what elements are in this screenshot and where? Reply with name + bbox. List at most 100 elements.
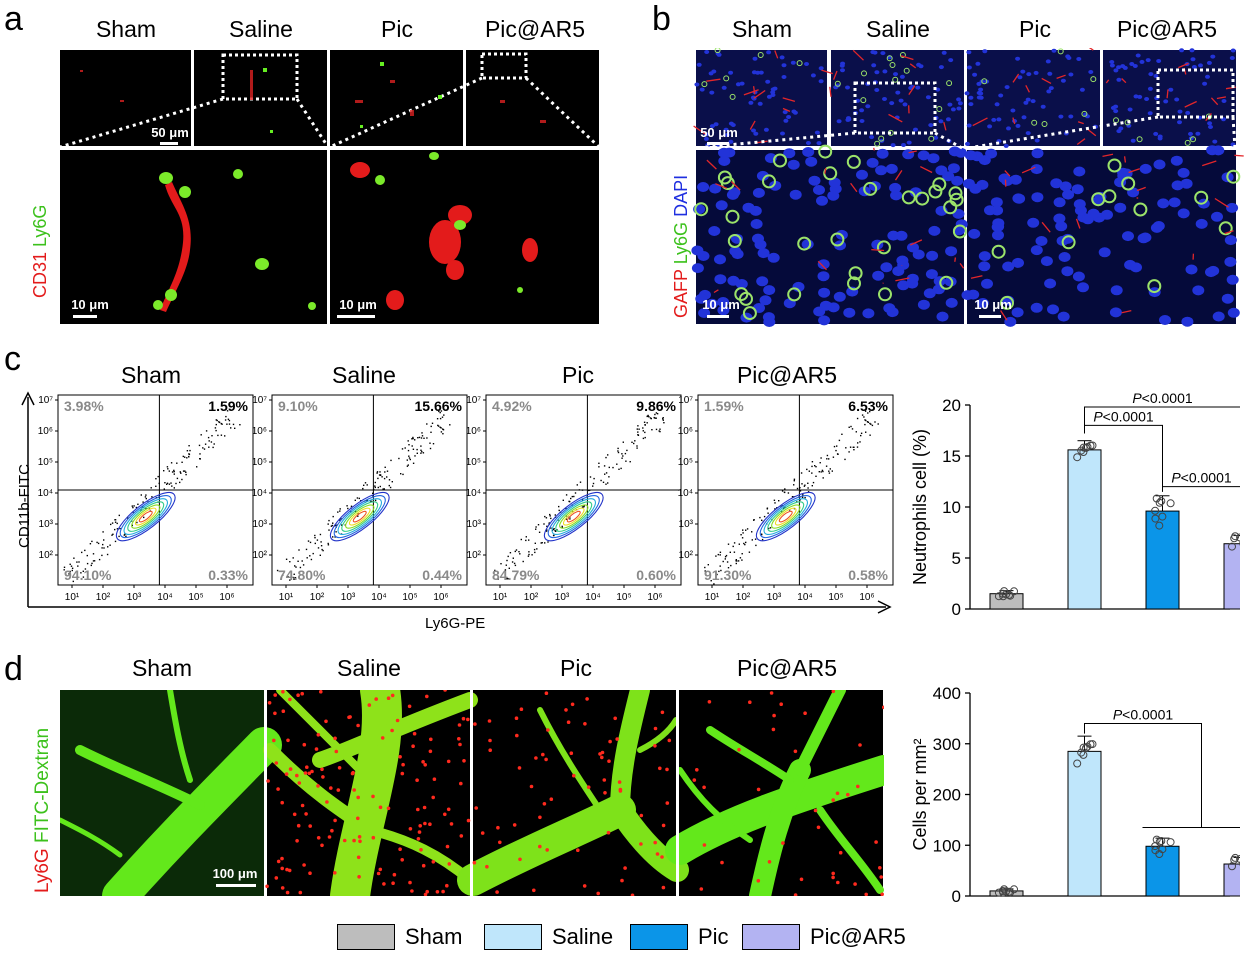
event-dot [820,457,822,459]
event-dot [186,457,188,459]
ly6g-dot [400,858,405,862]
ly6g-dot [390,693,395,698]
dapi-nucleus [1139,59,1145,64]
dapi-nucleus [1226,202,1239,213]
event-dot [327,542,329,545]
ly6g-dot [333,871,337,875]
quadrant-ll: 94.10% [64,567,112,583]
event-dot [96,541,98,544]
event-dot [754,538,757,540]
panel-b-scale-bottom-1-label: 10 μm [702,297,740,312]
ly6g-dot [295,773,299,778]
data-point [1073,453,1082,462]
dapi-nucleus [1030,99,1036,104]
event-dot [740,534,742,536]
gfap-process [824,167,827,174]
event-dot [725,554,728,557]
event-dot [815,466,817,468]
ly6g-dot [602,778,607,782]
dapi-nucleus [1045,59,1051,64]
ly6g-dot [512,823,517,827]
gfap-process [715,183,728,189]
ly6g-dot [660,710,665,715]
event-dot [86,562,89,565]
event-dot [228,419,231,422]
event-dot [366,499,368,501]
event-dot [198,444,201,447]
event-dot [644,424,646,426]
event-dot [624,452,627,455]
event-dot [866,421,869,423]
dapi-nucleus [887,230,900,241]
event-dot [741,559,743,561]
event-dot [751,531,753,533]
gfap-process [782,97,796,103]
dapi-nucleus [938,119,944,124]
dapi-nucleus [987,124,993,129]
event-dot [663,422,665,424]
event-dot [739,557,742,559]
ly6g-dot [314,747,319,751]
dapi-nucleus [1011,307,1024,318]
dapi-nucleus [1034,138,1040,143]
dapi-nucleus [1027,217,1040,228]
x-tick-label: 10² [736,592,751,603]
ly6g-dot [358,839,362,844]
event-dot [404,447,406,449]
event-dot [558,505,560,508]
ly6g-dot [296,823,301,828]
dapi-nucleus [882,97,887,101]
panel-b-scale-bottom-2-label: 10 μm [974,297,1012,312]
event-dot [852,446,854,448]
event-dot [514,564,517,567]
event-dot [167,468,169,470]
event-dot [431,422,434,424]
ly6g-dot [371,794,375,799]
dapi-nucleus [1230,48,1236,53]
event-dot [741,537,744,539]
ly6g-dot [302,863,306,867]
dapi-nucleus [827,190,840,201]
event-dot [398,457,400,460]
ly6g-cell [1107,158,1122,173]
ly6g-dot [702,785,706,790]
dapi-nucleus [966,50,972,55]
dapi-nucleus [1206,60,1212,65]
ly6g-cell [847,276,861,291]
gfap-process [821,69,833,75]
event-dot [814,465,816,467]
density-contour [547,495,600,539]
panel-d-title-sham: Sham [131,655,193,681]
event-dot [654,413,656,416]
event-dot [289,579,291,581]
dapi-nucleus [1198,63,1203,68]
event-dot [400,473,402,475]
dapi-nucleus [1127,107,1133,112]
event-dot [401,448,404,450]
event-dot [629,461,631,463]
event-dot [204,443,207,445]
event-dot [546,525,548,527]
event-dot [111,534,113,536]
ly6g-cell [878,135,885,142]
ly6g-dot [661,885,666,890]
ly6g-dot [320,843,324,848]
event-dot [101,554,103,557]
event-dot [828,470,830,472]
event-dot [826,454,829,457]
legend-label-saline: Saline [552,924,614,949]
event-dot [540,542,542,544]
event-dot [767,512,769,514]
dapi-nucleus [1004,85,1010,90]
event-dot [185,471,187,473]
event-dot [84,568,87,570]
event-dot [726,561,729,563]
event-dot [569,500,571,503]
y-tick-label: 10⁵ [678,457,693,468]
dapi-nucleus [1030,164,1043,175]
event-dot [346,505,348,507]
ly6g-cell [742,306,757,321]
dapi-nucleus [942,171,955,182]
event-dot [407,449,410,452]
dapi-nucleus [787,159,800,170]
